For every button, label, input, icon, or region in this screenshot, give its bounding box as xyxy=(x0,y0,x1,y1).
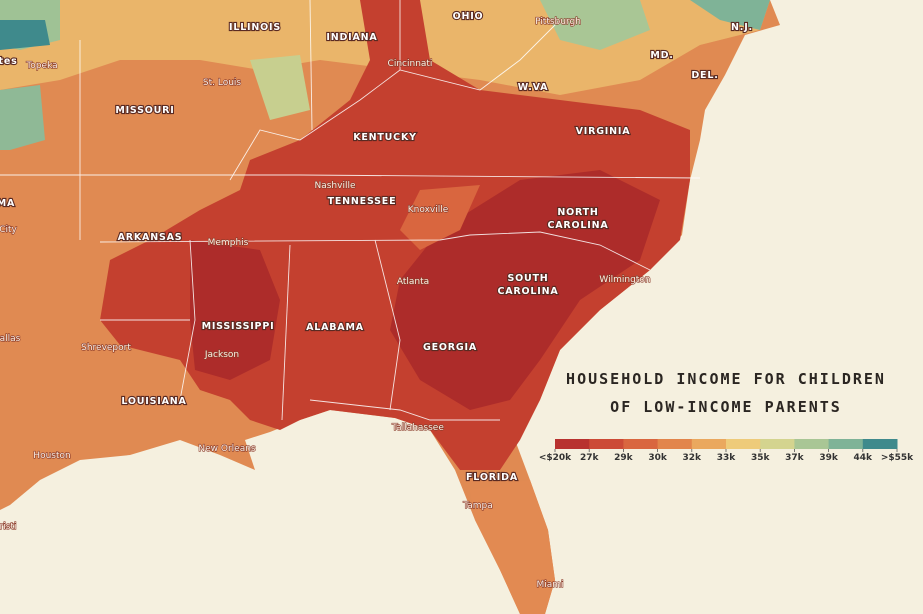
state-label: GEORGIA xyxy=(423,342,477,353)
state-label: ILLINOIS xyxy=(229,22,281,33)
city-label: Knoxville xyxy=(408,205,449,215)
legend-swatch xyxy=(760,439,795,449)
title: OF LOW-INCOME PARENTS xyxy=(610,398,842,416)
state-label: NORTH xyxy=(557,207,598,218)
state-label: OHIO xyxy=(453,11,484,22)
state-label: MISSOURI xyxy=(115,105,174,116)
state-label: INDIANA xyxy=(326,32,377,43)
state-borders xyxy=(0,0,701,421)
legend-label: 27k xyxy=(580,453,600,463)
teal-patch xyxy=(0,20,50,50)
border xyxy=(99,231,651,271)
legend-swatch xyxy=(794,439,830,449)
state-label: TENNESSEE xyxy=(328,196,397,207)
legend-label: 44k xyxy=(854,453,874,463)
city-label: allas xyxy=(0,334,21,344)
city-label: Topeka xyxy=(25,61,57,71)
legend-label: 35k xyxy=(751,453,771,463)
green-patch xyxy=(690,0,770,30)
state-label: LOUISIANA xyxy=(121,396,186,407)
city-label: Pittsburgh xyxy=(535,17,581,27)
city-label: Memphis xyxy=(208,238,249,248)
state-label: KENTUCKY xyxy=(353,132,417,143)
green-patch xyxy=(540,0,650,50)
city-label: Tallahassee xyxy=(391,423,444,433)
city-label: Tampa xyxy=(462,501,493,511)
city-label: Shreveport xyxy=(81,343,131,353)
border xyxy=(0,174,701,179)
legend-swatch xyxy=(555,439,590,449)
state-label: VIRGINIA xyxy=(576,126,631,137)
city-label: New Orleans xyxy=(198,444,256,454)
legend-swatch xyxy=(657,439,693,449)
state-label: W.VA xyxy=(518,82,549,93)
florida-south xyxy=(470,480,555,614)
state-label: FLORIDA xyxy=(466,472,518,483)
orange-band xyxy=(400,185,480,250)
city-label: Miami xyxy=(536,580,563,590)
city-label: Nashville xyxy=(314,181,355,191)
legend-swatch xyxy=(623,439,659,449)
title: HOUSEHOLD INCOME FOR CHILDREN xyxy=(566,370,886,388)
city-label: Jackson xyxy=(204,350,239,360)
state-label: CAROLINA xyxy=(497,286,558,297)
legend-label: 37k xyxy=(785,453,805,463)
legend-label: 39k xyxy=(819,453,839,463)
city-label: risti xyxy=(0,522,16,532)
border xyxy=(281,244,291,421)
legend-swatch xyxy=(862,439,898,449)
state-label: N.J. xyxy=(731,22,753,33)
city-label: Wilmington xyxy=(599,275,650,285)
state-label: MD. xyxy=(650,50,673,61)
legend-label: >$55k xyxy=(881,453,914,463)
legend-label: 33k xyxy=(717,453,737,463)
legend-swatch xyxy=(589,439,624,449)
state-labels: ILLINOIS INDIANA OHIO MD. DEL. N.J. MISS… xyxy=(0,10,753,484)
state-label: tes xyxy=(0,56,18,67)
state-label: SOUTH xyxy=(507,273,548,284)
border xyxy=(229,19,561,181)
border xyxy=(179,239,196,401)
city-label: Houston xyxy=(33,451,70,461)
border xyxy=(374,239,401,411)
border xyxy=(309,0,313,131)
green-patch xyxy=(250,55,310,120)
city-labels: Pittsburgh Topeka St. Louis Cincinnati N… xyxy=(0,16,651,590)
legend-label: <$20k xyxy=(539,453,572,463)
city-label: City xyxy=(0,225,17,235)
legend-swatch xyxy=(691,439,727,449)
legend-label: 32k xyxy=(683,453,703,463)
legend-swatch xyxy=(726,439,761,449)
border xyxy=(309,399,500,421)
state-label: MA xyxy=(0,198,15,209)
state-label: DEL. xyxy=(691,70,718,81)
state-label: ARKANSAS xyxy=(118,232,183,243)
legend-label: 30k xyxy=(648,453,668,463)
state-label: ALABAMA xyxy=(306,322,364,333)
legend-swatch xyxy=(828,439,864,449)
state-label: CAROLINA xyxy=(547,220,608,231)
legend-label: 29k xyxy=(614,453,634,463)
city-label: St. Louis xyxy=(203,78,242,88)
city-label: Cincinnati xyxy=(388,59,433,69)
green-patch xyxy=(0,85,45,150)
city-label: Atlanta xyxy=(397,277,429,287)
deep-red xyxy=(190,240,280,380)
legend: <$20k 27k 29k 30k 32k 33k 35k 37k 39k 44k >$55k xyxy=(539,439,914,463)
state-label: MISSISSIPPI xyxy=(202,321,275,332)
